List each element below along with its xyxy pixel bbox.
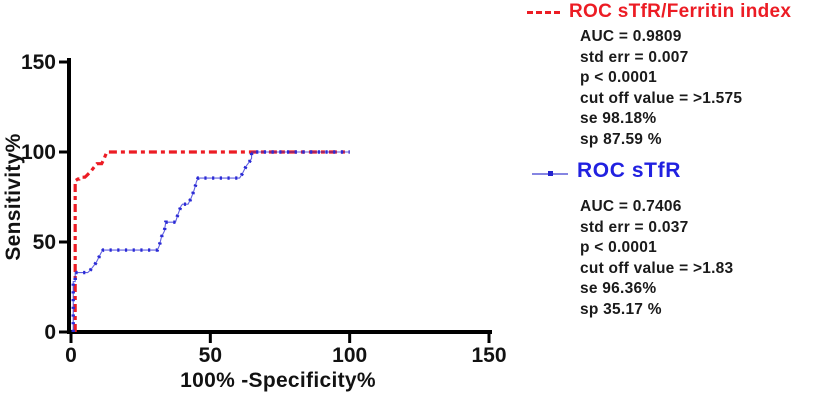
red-dashed-line-icon (527, 11, 560, 14)
legend-panel: ROC sTfR/Ferritin index AUC = 0.9809 std … (520, 0, 829, 401)
legend-title-stfr: ROC sTfR (577, 159, 681, 182)
x-axis-label: 100% -Specificity% (180, 369, 376, 392)
stat-line: p < 0.0001 (580, 239, 658, 256)
stats-ferritin-index: AUC = 0.9809 std err = 0.007 p < 0.0001 cut… (580, 27, 742, 150)
stat-line: std err = 0.007 (580, 48, 689, 66)
stat-line: AUC = 0.9809 (580, 28, 682, 45)
stat-line: cut off value = >1.575 (580, 89, 743, 107)
roc-chart-area: 100% -Specificity% Sensitivity% 0 50 100 15… (2, 51, 507, 392)
y-axis-label: Sensitivity% (2, 133, 25, 260)
x-tick-label: 0 (65, 344, 77, 367)
roc-curve-1-line (72, 151, 350, 332)
y-tick-label: 100 (21, 141, 56, 164)
stat-line: se 98.18% (580, 110, 657, 127)
stat-line: cut off value = >1.83 (580, 259, 734, 277)
x-tick-label: 100 (332, 344, 367, 367)
stat-line: se 96.36% (580, 280, 657, 297)
stat-line: sp 35.17 % (580, 300, 662, 318)
stat-line: p < 0.0001 (580, 69, 658, 86)
x-tick-label: 50 (199, 344, 222, 367)
stat-line: sp 87.59 % (580, 130, 662, 148)
y-tick-label: 150 (21, 51, 56, 74)
series-layer (71, 150, 350, 332)
roc-curve-1-markers (71, 150, 350, 332)
blue-dot-marker (548, 171, 553, 176)
stat-line: AUC = 0.7406 (580, 198, 682, 215)
roc-chart-svg: 100% -Specificity% Sensitivity% 0 50 100 15… (2, 51, 507, 392)
stats-stfr: AUC = 0.7406 std err = 0.037 p < 0.0001 cut… (580, 197, 733, 320)
roc-curve-0 (73, 150, 350, 332)
y-tick-label: 0 (44, 321, 56, 344)
ticks-layer: 0 50 100 150 0 50 100 150 (21, 51, 507, 367)
stat-line: std err = 0.037 (580, 218, 689, 236)
y-tick-label: 50 (33, 231, 56, 254)
blue-line-dot-icon (532, 169, 568, 178)
x-tick-label: 150 (471, 344, 506, 367)
legend-title-ferritin-index: ROC sTfR/Ferritin index (569, 1, 792, 22)
